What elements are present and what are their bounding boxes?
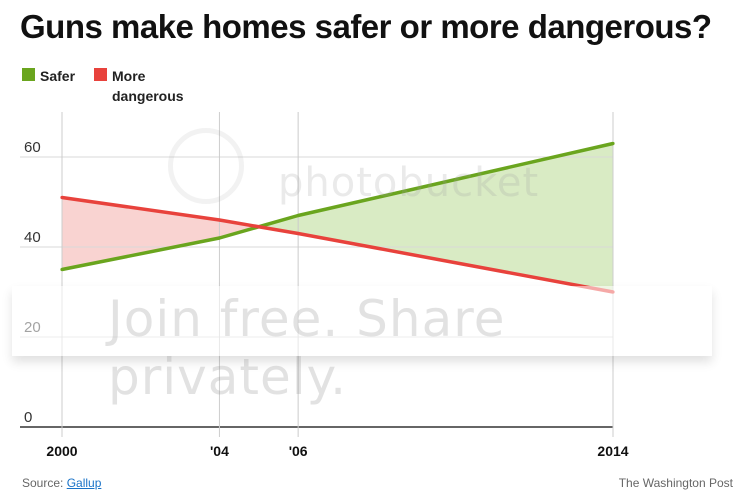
data-point-more-dangerous (611, 290, 615, 294)
source-prefix: Source: (22, 476, 64, 490)
y-tick-label: 0 (24, 409, 32, 426)
legend-item-more-dangerous: More dangerous (94, 66, 202, 106)
source-note: Source: Gallup (22, 476, 101, 490)
data-point-more-dangerous (217, 218, 222, 222)
data-point-more-dangerous (60, 195, 64, 200)
credit-text: The Washington Post (618, 476, 733, 490)
data-point-safer (217, 236, 222, 240)
y-tick-label: 40 (24, 229, 41, 246)
y-tick-label: 60 (24, 139, 41, 156)
gap-area-more-dangerous-0 (62, 197, 259, 270)
chart-title: Guns make homes safer or more dangerous? (20, 8, 712, 45)
x-tick-label: '04 (210, 443, 229, 459)
gap-area-safer-1 (258, 143, 613, 292)
legend-label-safer: Safer (40, 68, 76, 84)
legend-item-safer: Safer (22, 66, 130, 86)
data-point-more-dangerous (296, 231, 300, 236)
x-tick-label: '06 (289, 443, 308, 459)
data-point-safer (60, 267, 64, 272)
data-point-safer (611, 141, 615, 146)
series-line-more-dangerous (61, 195, 614, 294)
legend-swatch-more-dangerous (94, 68, 107, 81)
x-tick-label: 2000 (46, 443, 77, 459)
data-point-safer (296, 213, 300, 218)
legend-swatch-safer (22, 68, 35, 81)
legend-label-more-dangerous: More dangerous (112, 68, 184, 104)
y-tick-label: 20 (24, 319, 41, 336)
source-link[interactable]: Gallup (66, 476, 102, 490)
x-tick-label: 2014 (597, 443, 628, 459)
